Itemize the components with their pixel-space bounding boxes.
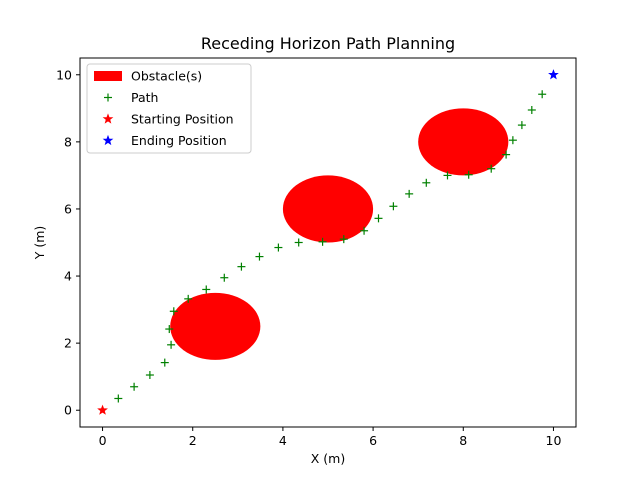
- path-point: [294, 238, 303, 247]
- y-tick-label: 6: [64, 201, 72, 216]
- y-axis-ticks: 0 2 4 6 8 10: [56, 67, 80, 418]
- path-layer: [114, 90, 547, 403]
- path-point: [389, 202, 398, 211]
- path-point: [145, 371, 154, 380]
- path-point: [160, 358, 169, 367]
- x-tick-label: 0: [99, 433, 107, 448]
- obstacle-3: [418, 108, 509, 176]
- x-tick-label: 8: [459, 433, 467, 448]
- path-point: [167, 340, 176, 349]
- path-point: [130, 382, 139, 391]
- y-tick-label: 0: [64, 403, 72, 418]
- path-point: [169, 307, 178, 316]
- path-point: [538, 90, 547, 99]
- legend-label: Ending Position: [131, 133, 227, 148]
- path-point: [339, 235, 348, 244]
- path-point: [487, 164, 496, 173]
- path-point: [502, 150, 511, 159]
- path-point: [255, 252, 264, 261]
- path-point: [422, 178, 431, 187]
- path-point: [508, 136, 517, 145]
- path-point: [360, 226, 369, 235]
- legend-label: Path: [131, 90, 158, 105]
- legend-star-marker: [102, 134, 114, 146]
- x-tick-label: 6: [369, 433, 377, 448]
- path-point: [202, 285, 211, 294]
- x-tick-label: 10: [546, 433, 562, 448]
- chart-title: Receding Horizon Path Planning: [201, 34, 455, 53]
- legend-path-marker: [104, 93, 112, 102]
- x-axis-ticks: 0 2 4 6 8 10: [99, 427, 562, 448]
- ending-position-marker: [548, 69, 559, 80]
- obstacle-2: [282, 175, 374, 243]
- path-point: [274, 243, 283, 252]
- start-end-layer: [97, 69, 559, 415]
- path-point: [114, 394, 123, 403]
- obstacles-layer: [170, 108, 509, 360]
- path-point: [517, 121, 526, 130]
- path-point: [318, 237, 327, 246]
- path-point: [374, 214, 383, 223]
- legend-box: [86, 63, 252, 154]
- path-point: [443, 171, 452, 180]
- legend-label: Obstacle(s): [131, 69, 202, 84]
- legend-label: Starting Position: [131, 112, 234, 127]
- x-tick-label: 2: [189, 433, 197, 448]
- path-point: [165, 325, 174, 334]
- x-tick-label: 4: [279, 433, 287, 448]
- y-tick-label: 2: [64, 336, 72, 351]
- obstacle-1: [170, 292, 261, 360]
- axes-frame: [79, 57, 577, 428]
- path-point: [527, 105, 536, 114]
- path-point: [184, 294, 193, 303]
- y-tick-label: 4: [64, 269, 72, 284]
- legend-obstacle-swatch: [94, 71, 122, 81]
- x-axis-label: X (m): [311, 451, 345, 466]
- path-point: [405, 189, 414, 198]
- legend-star-marker: [102, 113, 114, 124]
- path-point: [237, 262, 246, 271]
- y-axis-label: Y (m): [32, 226, 47, 261]
- legend: Obstacle(s) Path Starting Position Ending P…: [86, 63, 252, 154]
- y-tick-label: 8: [64, 134, 72, 149]
- y-tick-label: 10: [56, 67, 72, 82]
- starting-position-marker: [97, 404, 108, 415]
- path-point: [220, 273, 229, 282]
- path-point: [464, 170, 473, 179]
